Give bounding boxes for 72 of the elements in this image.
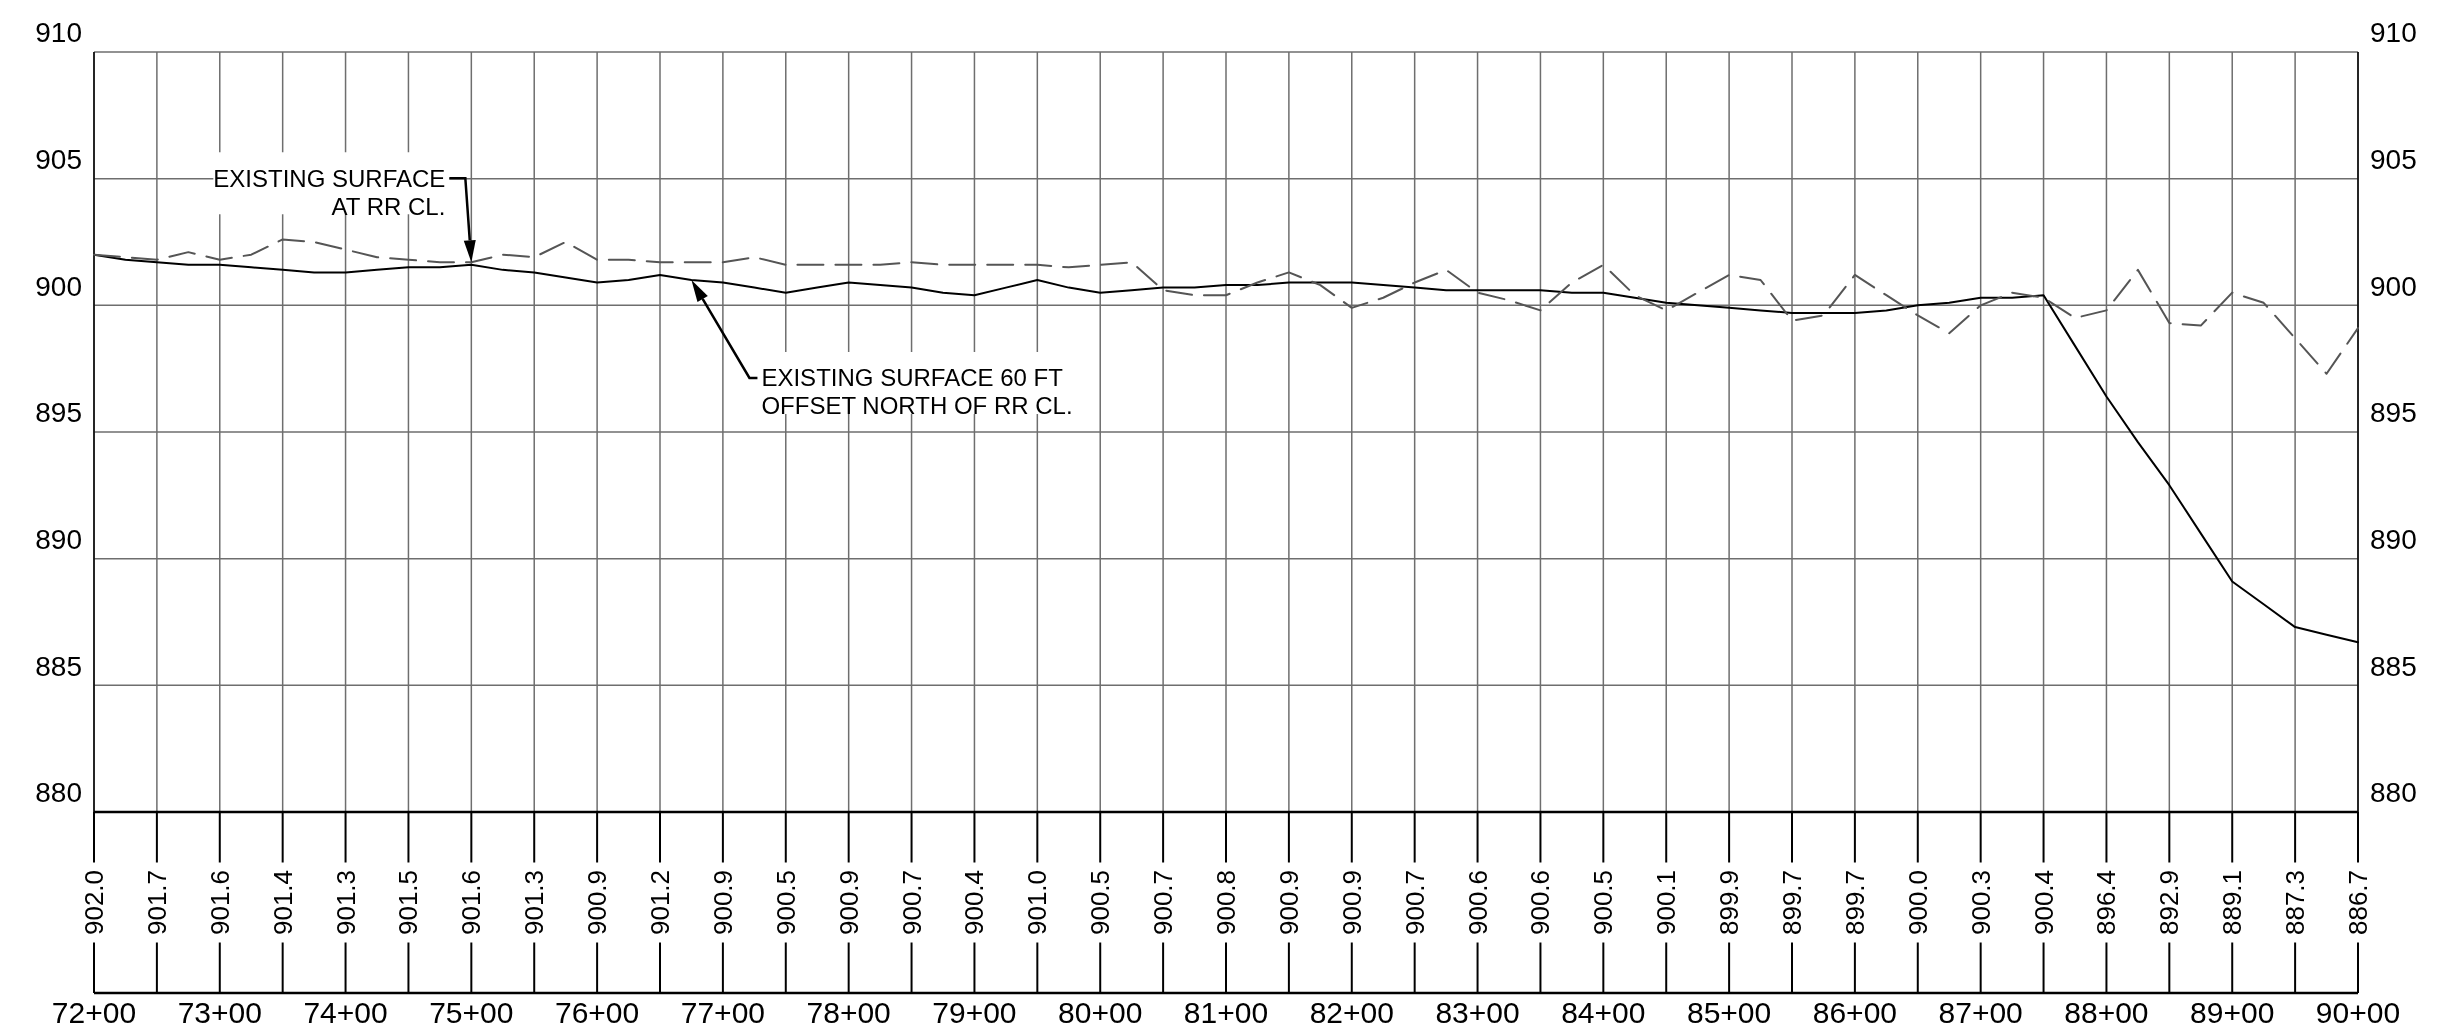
y2-tick-label: 905	[2370, 143, 2417, 175]
y2-tick-label: 895	[2370, 397, 2417, 429]
x-tick-label: 84+00	[1561, 996, 1646, 1029]
data-label: 900.9	[1336, 869, 1367, 936]
data-label: 899.9	[1714, 869, 1745, 936]
data-label: 900.1	[1651, 869, 1682, 936]
x-tick-label: 82+00	[1309, 996, 1394, 1029]
data-label: 901.5	[393, 869, 424, 936]
x-tick-label: 76+00	[554, 996, 640, 1029]
data-label: 900.6	[1462, 869, 1493, 936]
x-tick-label: 74+00	[303, 996, 388, 1029]
y2-tick-label: 900	[2370, 270, 2417, 302]
data-label: 900.4	[959, 869, 990, 936]
x-tick-label: 80+00	[1058, 996, 1143, 1029]
y-tick-label: 910	[35, 17, 82, 49]
data-label: 901.6	[204, 869, 235, 936]
x-tick-label: 88+00	[2064, 996, 2149, 1029]
data-label: 901.6	[456, 869, 487, 936]
data-label: 901.3	[330, 869, 361, 936]
x-tick-label: 77+00	[680, 996, 766, 1029]
data-label: 900.3	[1965, 869, 1996, 936]
data-label: 900.7	[1399, 869, 1430, 936]
data-label: 900.9	[833, 869, 864, 936]
data-label: 889.1	[2217, 869, 2248, 936]
y-tick-label: 890	[35, 523, 82, 555]
y-tick-label: 905	[35, 143, 82, 175]
data-label: 900.8	[1211, 869, 1241, 936]
data-label: 900.9	[582, 869, 613, 936]
data-label: 902.0	[79, 869, 109, 936]
y2-tick-label: 885	[2370, 650, 2417, 682]
x-tick-label: 78+00	[806, 996, 891, 1029]
x-tick-label: 87+00	[1938, 996, 2023, 1029]
x-tick-label: 75+00	[429, 996, 514, 1029]
data-label: 900.9	[1273, 869, 1304, 936]
data-label: 901.3	[519, 869, 550, 936]
y-tick-label: 900	[35, 270, 82, 302]
annotation: EXISTING SURFACE 60 FT OFFSET NORTH OF RR CL.	[761, 364, 1073, 420]
data-label: 900.4	[2028, 869, 2059, 936]
data-label: 900.5	[1588, 869, 1619, 936]
x-tick-label: 73+00	[177, 996, 262, 1029]
data-label: 892.9	[2154, 869, 2185, 936]
data-label: 900.7	[1148, 869, 1179, 936]
annotation: EXISTING SURFACE AT RR CL.	[213, 164, 446, 220]
y-tick-label: 885	[35, 650, 82, 682]
data-label: 899.7	[1839, 869, 1870, 936]
x-tick-label: 85+00	[1686, 996, 1772, 1029]
data-label: 886.7	[2343, 869, 2373, 936]
x-tick-label: 72+00	[51, 996, 137, 1029]
data-label: 900.5	[770, 869, 801, 936]
x-tick-label: 86+00	[1812, 996, 1898, 1029]
data-label: 887.3	[2280, 869, 2311, 936]
y2-tick-label: 880	[2370, 777, 2417, 809]
x-tick-label: 81+00	[1183, 996, 1269, 1029]
data-label: 901.2	[645, 869, 675, 936]
data-label: 901.0	[1022, 869, 1053, 936]
data-label: 900.7	[896, 869, 927, 936]
data-label: 896.4	[2091, 869, 2122, 936]
y2-tick-label: 890	[2370, 523, 2417, 555]
data-label: 901.4	[267, 869, 298, 936]
x-tick-label: 83+00	[1435, 996, 1520, 1029]
x-tick-label: 79+00	[932, 996, 1017, 1029]
data-label: 900.5	[1085, 869, 1116, 936]
x-tick-label: 89+00	[2190, 996, 2275, 1029]
x-tick-label: 90+00	[2315, 996, 2401, 1029]
data-label: 899.7	[1777, 869, 1807, 936]
data-label: 900.9	[707, 869, 738, 936]
y-tick-label: 880	[35, 777, 82, 809]
y2-tick-label: 910	[2370, 17, 2417, 49]
data-label: 900.0	[1902, 869, 1933, 936]
data-label: 901.7	[141, 869, 172, 936]
data-label: 900.6	[1525, 869, 1556, 936]
y-tick-label: 895	[35, 397, 82, 429]
